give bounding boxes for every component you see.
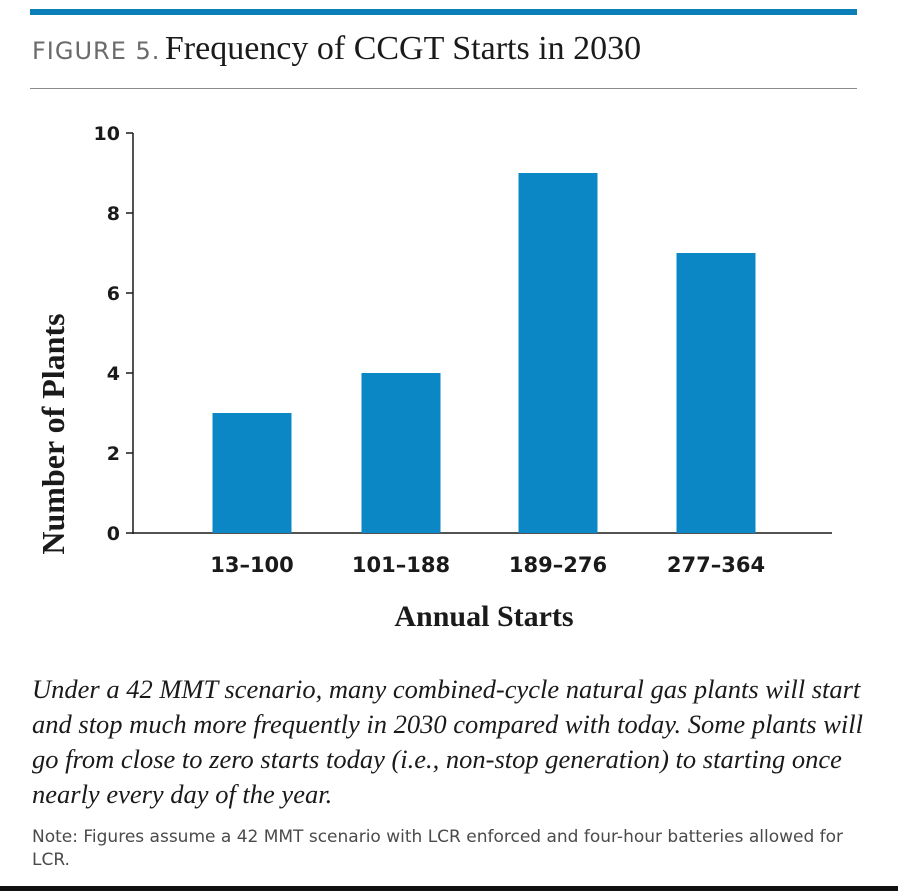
x-axis: 13–100 101–188 189–276 277–364 (133, 532, 832, 577)
y-tick-label: 6 (107, 283, 120, 305)
y-tick-label: 8 (107, 203, 120, 225)
x-tick-label: 13–100 (210, 553, 294, 577)
y-axis-label: Number of Plants (35, 313, 71, 554)
figure-label: FIGURE 5. (32, 37, 161, 65)
y-tick-label: 0 (107, 523, 120, 545)
figure-note: Note: Figures assume a 42 MMT scenario w… (32, 827, 844, 870)
y-axis: 0 2 4 6 8 10 (94, 123, 134, 545)
bar-chart: 0 2 4 6 8 10 13–100 101–188 189–276 277–364 Numb… (35, 123, 832, 633)
bottom-rule (0, 886, 898, 891)
figure-title: Frequency of CCGT Starts in 2030 (164, 30, 642, 67)
bar (518, 173, 598, 533)
y-tick-label: 2 (107, 443, 120, 465)
x-tick-label: 101–188 (352, 553, 450, 577)
header-divider (30, 88, 857, 89)
figure-caption: Under a 42 MMT scenario, many combined-c… (32, 674, 863, 809)
bar (361, 373, 441, 533)
y-tick-label: 4 (107, 363, 120, 385)
x-tick-label: 189–276 (509, 553, 607, 577)
bars (212, 173, 756, 533)
figure-header: FIGURE 5. Frequency of CCGT Starts in 20… (32, 30, 641, 68)
x-axis-label: Annual Starts (394, 600, 573, 633)
bar (676, 253, 756, 533)
y-tick-label: 10 (94, 123, 120, 145)
bar (212, 413, 292, 533)
top-accent-rule (30, 9, 857, 15)
x-tick-label: 277–364 (667, 553, 765, 577)
